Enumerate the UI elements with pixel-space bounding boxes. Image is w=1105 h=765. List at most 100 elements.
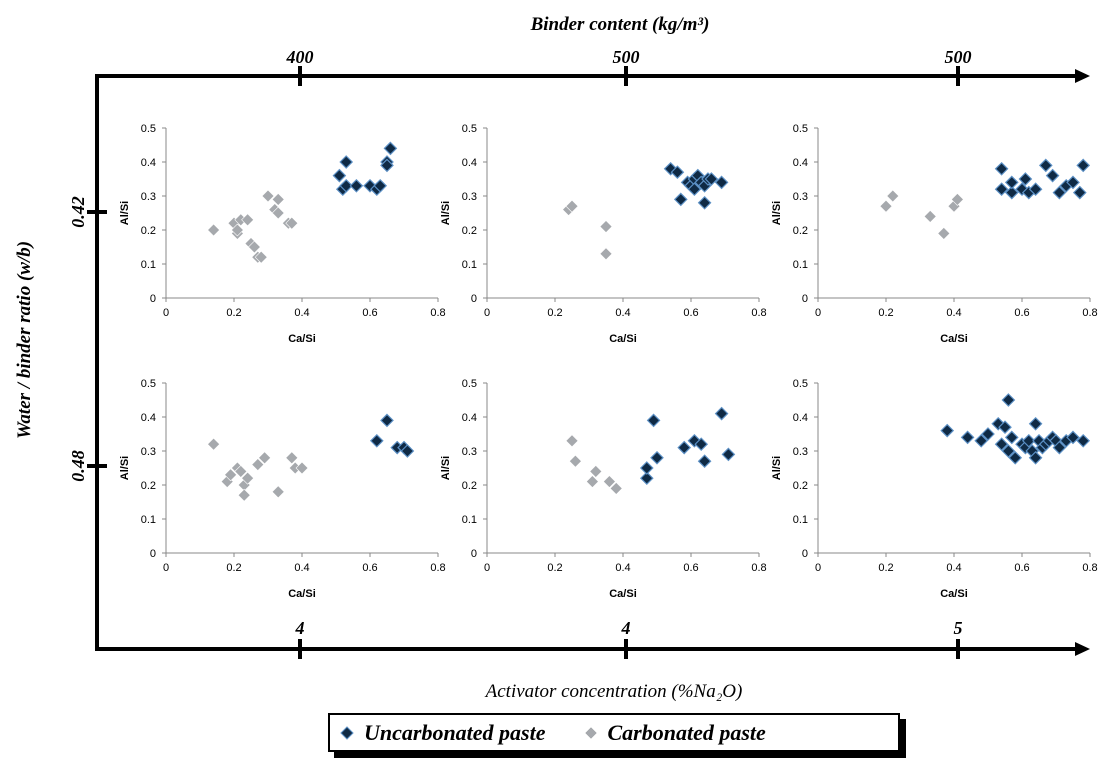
y-tick-label: 0.4 [462, 412, 477, 424]
uncarbonated-point [1076, 433, 1091, 448]
scatter-panel: 0 0.2 0.4 0.6 0.8 0 0.1 0.2 0.3 0.4 0.5 Ca/Si Al/Si [119, 123, 446, 345]
carbonated-point [599, 220, 613, 234]
scatter-panels: 0 0.2 0.4 0.6 0.8 0 0.1 0.2 0.3 0.4 0.5 Ca/Si Al/Si 0… [119, 123, 1098, 600]
uncarbonated-point [998, 420, 1012, 435]
uncarbonated-point [704, 172, 719, 186]
uncarbonated-point [721, 447, 736, 462]
y-tick-label: 0 [150, 548, 156, 560]
carbonated-point [879, 199, 893, 213]
y-tick-label: 0 [150, 293, 156, 305]
carbonated-point [602, 475, 616, 489]
x-tick-label: 0.2 [226, 562, 241, 574]
y-tick-label: 0 [471, 548, 477, 560]
x-tick-label: 0.8 [1082, 307, 1097, 319]
carbonated-point [224, 468, 238, 482]
top-axis-tick-label: 400 [286, 47, 314, 67]
carbonated-point [565, 199, 579, 213]
uncarbonated-point [1004, 430, 1019, 445]
x-tick-label: 0.2 [226, 307, 241, 319]
uncarbonated-point [994, 182, 1009, 197]
x-tick-label: 0.8 [751, 562, 766, 574]
carbonated-point [207, 223, 221, 237]
carbonated-point [241, 471, 255, 485]
carbonated-point [285, 451, 299, 465]
x-tick-label: 0.4 [294, 307, 309, 319]
legend-label: Uncarbonated paste [364, 719, 546, 745]
y-axis-title: Al/Si [771, 456, 783, 480]
x-tick-label: 0 [163, 307, 169, 319]
x-tick-label: 0.6 [1014, 562, 1029, 574]
uncarbonated-point [714, 175, 729, 190]
x-tick-label: 0.2 [547, 307, 562, 319]
y-tick-label: 0.4 [462, 157, 477, 169]
carbonated-point [585, 475, 599, 489]
uncarbonated-point [373, 178, 388, 193]
y-axis-title: Al/Si [440, 201, 452, 225]
scatter-panel: 0 0.2 0.4 0.6 0.8 0 0.1 0.2 0.3 0.4 0.5 Ca/Si Al/Si [440, 378, 767, 600]
legend-item-carbonated: Carbonated paste [584, 720, 766, 746]
uncarbonated-point [1001, 444, 1016, 458]
top-frame-axis: Binder content (kg/m³) 400 500 500 [97, 14, 1090, 86]
uncarbonated-point [349, 178, 364, 193]
uncarbonated-point [673, 192, 688, 207]
legend-marker-uncarbonated [340, 725, 354, 740]
diamond-marker-icon [584, 726, 597, 739]
uncarbonated-point [994, 161, 1009, 176]
carbonated-point [271, 206, 285, 220]
uncarbonated-point [639, 471, 654, 486]
y-axis-title: Al/Si [771, 201, 783, 225]
uncarbonated-point [1052, 440, 1067, 455]
carbonated-point [241, 213, 255, 227]
carbonated-point [271, 192, 285, 206]
y-tick-label: 0.2 [793, 225, 808, 237]
y-tick-label: 0.4 [793, 412, 808, 424]
carbonated-point [271, 485, 285, 499]
x-axis-title: Ca/Si [609, 588, 637, 600]
left-axis-tick-label: 0.48 [68, 450, 88, 482]
y-tick-label: 0.3 [793, 446, 808, 458]
y-tick-label: 0.2 [793, 480, 808, 492]
x-axis-title: Ca/Si [288, 333, 316, 345]
x-tick-label: 0.4 [946, 562, 961, 574]
carbonated-point [258, 451, 272, 465]
legend-marker-carbonated [584, 726, 597, 739]
uncarbonated-point [1038, 158, 1053, 173]
uncarbonated-point [974, 433, 989, 448]
carbonated-point [937, 226, 951, 240]
y-tick-label: 0.1 [141, 259, 156, 271]
carbonated-point [230, 223, 244, 237]
y-tick-label: 0.3 [462, 191, 477, 203]
uncarbonated-point [994, 437, 1009, 452]
x-tick-label: 0.4 [615, 562, 630, 574]
x-tick-label: 0 [815, 562, 821, 574]
uncarbonated-point [670, 165, 685, 180]
uncarbonated-point [697, 454, 712, 469]
legend-item-uncarbonated: Uncarbonated paste [340, 720, 546, 746]
x-tick-label: 0 [163, 562, 169, 574]
y-tick-label: 0.5 [141, 123, 156, 135]
top-axis-tick-label: 500 [945, 47, 972, 67]
y-tick-label: 0.1 [462, 514, 477, 526]
uncarbonated-point [1028, 182, 1043, 197]
x-axis-title: Ca/Si [940, 333, 968, 345]
left-axis-tick-label: 0.42 [68, 196, 88, 228]
y-tick-label: 0.5 [141, 378, 156, 390]
carbonated-point [251, 458, 265, 472]
uncarbonated-point [1072, 185, 1087, 200]
y-axis-title: Al/Si [440, 456, 452, 480]
y-tick-label: 0.5 [462, 123, 477, 135]
y-tick-label: 0.3 [793, 191, 808, 203]
scatter-panel: 0 0.2 0.4 0.6 0.8 0 0.1 0.2 0.3 0.4 0.5 Ca/Si Al/Si [440, 123, 767, 345]
y-tick-label: 0.1 [141, 514, 156, 526]
uncarbonated-point [1028, 450, 1043, 465]
top-axis-title: Binder content (kg/m³) [530, 14, 710, 35]
left-axis-title: Water / binder ratio (w/b) [14, 241, 35, 439]
carbonated-point [285, 216, 299, 230]
carbonated-point [295, 461, 309, 475]
uncarbonated-point [694, 437, 709, 452]
carbonated-point [254, 250, 268, 264]
uncarbonated-point [981, 427, 995, 441]
x-tick-label: 0.4 [294, 562, 309, 574]
uncarbonated-point [1066, 175, 1080, 190]
